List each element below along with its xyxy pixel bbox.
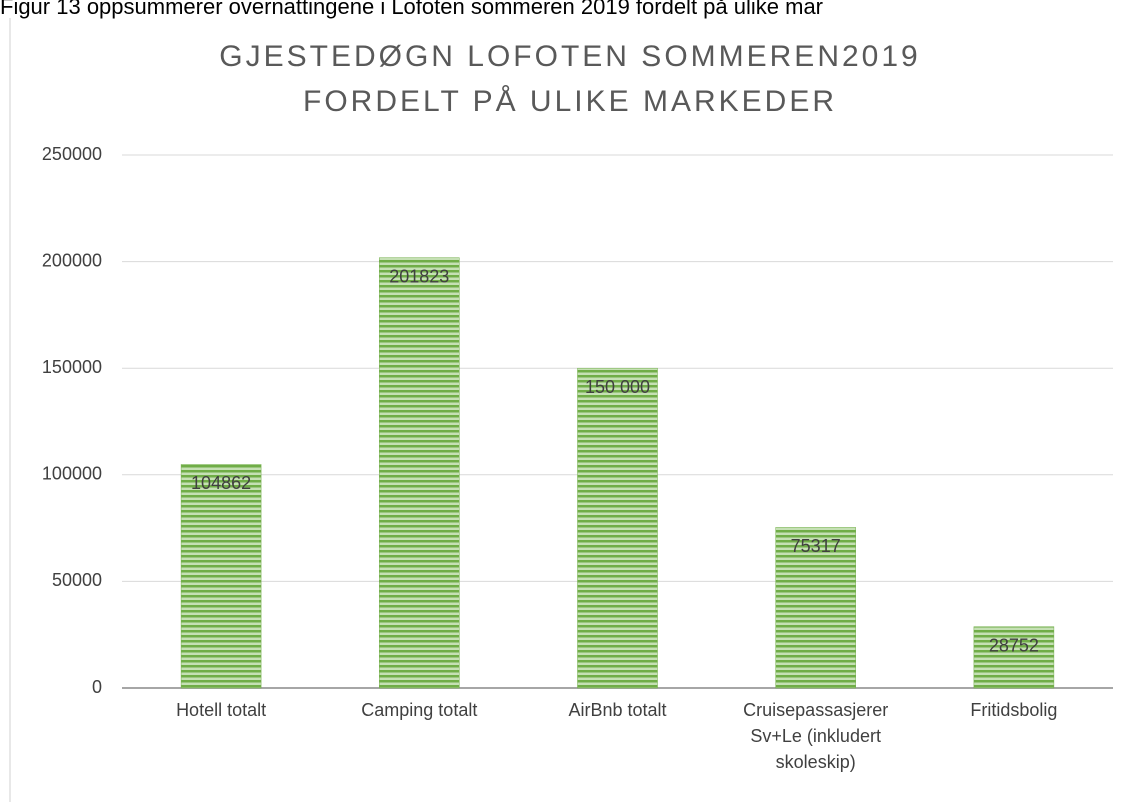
y-tick-label: 100000: [42, 464, 102, 484]
y-tick-label: 50000: [52, 570, 102, 590]
chart-title: GJESTEDØGN LOFOTEN SOMMEREN2019: [219, 40, 920, 73]
x-tick-label: Camping totalt: [361, 700, 478, 720]
y-tick-label: 250000: [42, 144, 102, 164]
caption: Figur 13 oppsummerer overnattingene i Lo…: [0, 0, 823, 19]
x-tick-label: AirBnb totalt: [568, 700, 667, 720]
value-label: 28752: [989, 635, 1039, 655]
x-tick-label: Fritidsbolig: [970, 700, 1058, 720]
bar: [775, 527, 856, 689]
bar: [577, 367, 658, 689]
bar: [973, 626, 1055, 689]
value-label: 201823: [389, 266, 449, 286]
y-tick-label: 200000: [42, 250, 102, 270]
chart-title: FORDELT PÅ ULIKE MARKEDER: [303, 85, 837, 118]
bar: [379, 257, 460, 689]
y-tick-label: 150000: [42, 357, 102, 377]
y-tick-label: 0: [92, 677, 102, 697]
value-label: 104862: [191, 473, 251, 493]
x-tick-label: Cruisepassasjerer Sv+Le (inkludert skole…: [743, 700, 889, 772]
value-label: 150 000: [585, 377, 650, 397]
x-tick-label: Hotell totalt: [176, 700, 267, 720]
bar: [180, 464, 262, 689]
value-label: 75317: [791, 536, 841, 556]
